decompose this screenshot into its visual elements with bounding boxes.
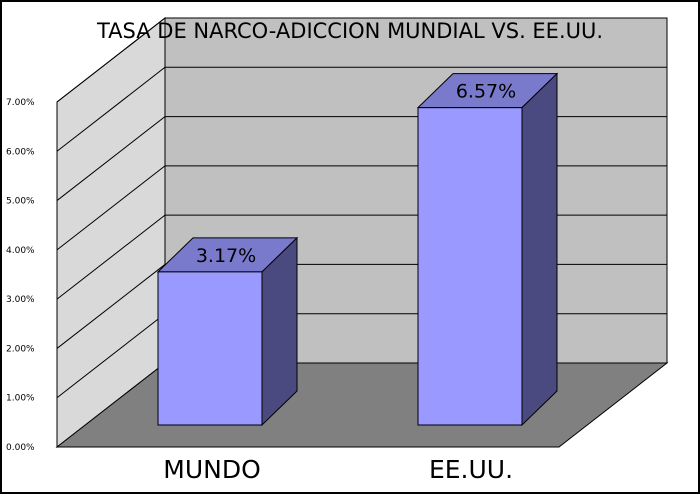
floor	[55, 362, 669, 448]
y-tick-label: 7.00%	[6, 98, 35, 108]
y-tick-label: 4.00%	[6, 246, 35, 256]
y-tick-label: 3.00%	[6, 295, 35, 305]
gridline	[56, 66, 667, 152]
data-label: 6.57%	[456, 81, 516, 103]
gridline	[56, 17, 667, 103]
y-tick-label: 1.00%	[6, 394, 35, 404]
y-tick-label: 6.00%	[6, 147, 35, 157]
x-tick-label: EE.UU.	[429, 455, 513, 484]
y-tick-label: 2.00%	[6, 344, 35, 354]
x-tick-label: MUNDO	[163, 455, 261, 484]
chart-title: TASA DE NARCO-ADICCION MUNDIAL VS. EE.UU…	[96, 19, 603, 43]
y-tick-label: 5.00%	[6, 197, 35, 207]
data-label: 3.17%	[196, 245, 256, 267]
bar	[157, 271, 263, 426]
y-tick-label: 0.00%	[6, 443, 35, 453]
bar-side	[521, 72, 558, 427]
bar	[417, 107, 523, 426]
